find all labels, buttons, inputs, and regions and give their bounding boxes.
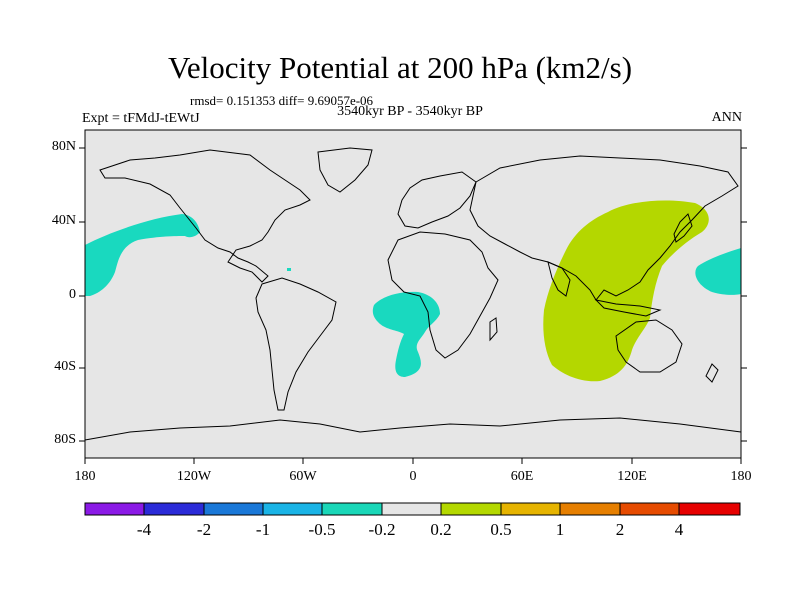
- lon-label-120e: 120E: [617, 469, 647, 484]
- colorbar-label: 0.2: [430, 520, 452, 539]
- lat-label-40n: 40N: [51, 213, 76, 228]
- colorbar-label: -1: [255, 520, 271, 539]
- lon-label-180-east: 180: [730, 469, 752, 484]
- coast-north-america: [99, 149, 311, 283]
- coast-greenland: [317, 147, 373, 193]
- lon-label-0: 0: [409, 469, 417, 484]
- coast-japan: [673, 213, 693, 243]
- colorbar-swatch-4: [321, 502, 383, 516]
- colorbar-label: 4: [674, 520, 684, 539]
- coast-madagascar: [489, 317, 498, 342]
- anomaly-region-west-pacific: [695, 248, 741, 295]
- experiment-label: Expt = tFMdJ-tEWtJ: [82, 111, 200, 126]
- colorbar-swatch-7: [500, 502, 561, 516]
- coast-antarctica: [84, 417, 742, 441]
- colorbar-swatch-5: [381, 502, 442, 516]
- colorbar-swatch-2: [203, 502, 264, 516]
- lat-label-80n: 80N: [51, 139, 76, 154]
- colorbar-label: 0.5: [490, 520, 512, 539]
- coast-new-zealand: [705, 363, 719, 383]
- lat-label-0: 0: [69, 287, 76, 302]
- anomaly-region-north-pacific: [85, 214, 200, 296]
- coast-south-america: [255, 277, 337, 411]
- lon-label-180-west: 180: [74, 469, 96, 484]
- season-label: ANN: [711, 110, 742, 125]
- anomaly-region-south-atlantic: [372, 291, 440, 377]
- coast-india: [547, 261, 571, 297]
- lat-ticks: [79, 147, 747, 442]
- lat-label-80s: 80S: [54, 432, 76, 447]
- coast-africa: [387, 231, 499, 359]
- coastlines: [84, 147, 742, 441]
- colorbar-swatch-10: [678, 502, 741, 516]
- map-title: Velocity Potential at 200 hPa (km2/s): [167, 50, 633, 85]
- coast-asia: [469, 155, 739, 301]
- period-label: 3540kyr BP - 3540kyr BP: [337, 104, 483, 119]
- coast-europe: [397, 171, 477, 229]
- colorbar-label: -2: [196, 520, 212, 539]
- colorbar-swatch-8: [559, 502, 621, 516]
- lon-label-60e: 60E: [510, 469, 534, 484]
- colorbar-label: 1: [555, 520, 565, 539]
- lon-ticks: [84, 458, 742, 464]
- coast-australia: [615, 319, 683, 373]
- colorbar-swatch-1: [143, 502, 205, 516]
- colorbar-swatch-3: [262, 502, 323, 516]
- anomaly-region-tiny-caribbean: [287, 268, 291, 271]
- colorbar-label: -0.5: [308, 520, 336, 539]
- colorbar: [84, 502, 741, 516]
- coast-indonesia: [594, 299, 662, 317]
- colorbar-label: -4: [136, 520, 152, 539]
- lon-label-60w: 60W: [289, 469, 317, 484]
- colorbar-label: -0.2: [368, 520, 396, 539]
- lon-label-120w: 120W: [176, 469, 212, 484]
- colorbar-label: 2: [615, 520, 625, 539]
- colorbar-swatch-9: [619, 502, 680, 516]
- lat-label-40s: 40S: [54, 359, 76, 374]
- colorbar-swatch-6: [440, 502, 502, 516]
- stats-label: rmsd= 0.151353 diff= 9.69057e-06: [190, 93, 374, 108]
- colorbar-swatch-0: [84, 502, 145, 516]
